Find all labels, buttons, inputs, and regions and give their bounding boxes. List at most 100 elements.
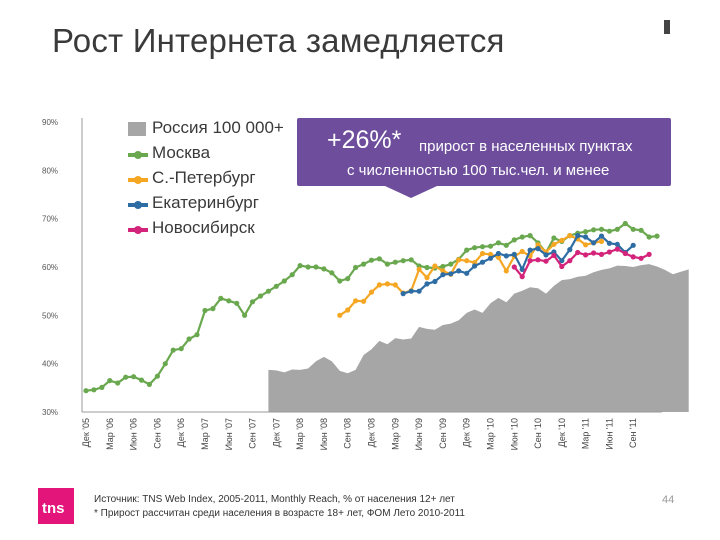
point-nsk — [646, 251, 652, 257]
point-moscow — [654, 233, 660, 239]
point-moscow — [123, 374, 129, 380]
point-moscow — [424, 264, 430, 271]
point-nsk — [598, 251, 605, 257]
x-tick-label: Дек '05 — [81, 418, 91, 447]
point-moscow — [384, 261, 390, 267]
point-ekb — [479, 259, 486, 265]
legend-dot-nsk — [134, 226, 142, 234]
point-ekb — [432, 278, 438, 285]
point-moscow — [131, 374, 137, 380]
point-moscow — [345, 276, 351, 282]
point-nsk — [614, 246, 620, 252]
point-spb — [567, 233, 573, 239]
point-moscow — [194, 332, 200, 338]
point-nsk — [535, 257, 541, 263]
point-moscow — [638, 227, 644, 233]
point-nsk — [575, 249, 581, 256]
point-moscow — [630, 226, 636, 232]
x-tick-label: Дек '10 — [557, 418, 567, 447]
point-moscow — [265, 288, 271, 294]
legend-label-moscow: Москва — [152, 143, 211, 162]
x-tick-label: Сен '08 — [343, 418, 353, 449]
point-ekb — [583, 234, 589, 240]
x-tick-label: Июн '08 — [319, 418, 329, 450]
x-tick-label: Июн '09 — [414, 418, 424, 450]
point-nsk — [543, 258, 549, 264]
x-tick-label: Дек '06 — [176, 418, 186, 447]
point-spb — [361, 298, 367, 304]
point-moscow — [408, 257, 414, 263]
point-spb — [392, 282, 398, 288]
point-spb — [559, 237, 565, 243]
source-note: Источник: TNS Web Index, 2005-2011, Mont… — [94, 494, 455, 505]
point-moscow — [313, 264, 319, 270]
x-tick-label: Мар '09 — [390, 418, 400, 450]
callout-line-1: прирост в населенных пунктах — [419, 138, 633, 155]
point-ekb — [598, 233, 605, 239]
x-tick-label: Сен '06 — [152, 418, 162, 449]
point-moscow — [249, 299, 256, 305]
point-ekb — [400, 291, 406, 297]
point-moscow — [614, 226, 620, 232]
point-moscow — [353, 264, 359, 271]
area-russia — [268, 264, 689, 412]
point-moscow — [297, 263, 303, 269]
point-moscow — [479, 244, 486, 250]
point-moscow — [583, 229, 589, 235]
point-moscow — [606, 228, 613, 234]
point-ekb — [408, 288, 414, 294]
point-moscow — [503, 242, 509, 248]
legend-swatch-russia — [128, 122, 146, 136]
point-moscow — [218, 295, 224, 301]
point-spb — [464, 258, 470, 264]
legend-label-ekb: Екатеринбург — [152, 193, 259, 212]
point-ekb — [456, 268, 462, 274]
point-ekb — [503, 253, 509, 259]
point-ekb — [527, 247, 533, 253]
x-tick-label: Сен '11 — [628, 418, 638, 448]
callout-line-2: с численностью 100 тыс.чел. и менее — [347, 162, 610, 179]
legend-dot-ekb — [134, 201, 142, 209]
point-moscow — [487, 243, 494, 249]
point-spb — [598, 238, 605, 244]
tns-logo-text: tns — [42, 500, 65, 517]
point-ekb — [464, 270, 470, 276]
point-nsk — [551, 252, 557, 258]
point-moscow — [234, 300, 240, 306]
point-ekb — [487, 255, 494, 261]
point-spb — [345, 307, 351, 313]
point-moscow — [329, 270, 335, 276]
legend-label-spb: С.-Петербург — [152, 168, 256, 187]
point-moscow — [440, 263, 446, 270]
point-moscow — [551, 235, 557, 241]
x-tick-label: Мар '10 — [486, 418, 496, 450]
corner-mark — [664, 20, 670, 34]
point-moscow — [115, 380, 121, 386]
legend-dot-moscow — [134, 151, 142, 159]
x-tick-label: Мар '08 — [295, 418, 305, 450]
point-moscow — [170, 347, 176, 353]
point-spb — [368, 289, 375, 295]
point-moscow — [91, 387, 97, 393]
x-tick-label: Июн '06 — [129, 418, 139, 450]
point-moscow — [257, 293, 264, 299]
point-moscow — [281, 278, 287, 284]
point-nsk — [511, 264, 517, 270]
legend-label-russia: Россия 100 000+ — [152, 118, 284, 137]
x-tick-label: Сен '09 — [438, 418, 448, 449]
x-tick-label: Дек '07 — [271, 418, 281, 447]
point-ekb — [559, 258, 565, 264]
point-moscow — [392, 259, 398, 265]
x-tick-label: Сен '10 — [533, 418, 543, 449]
x-tick-label: Мар '07 — [200, 418, 210, 450]
point-ekb — [424, 281, 430, 287]
point-moscow — [210, 306, 216, 312]
point-moscow — [146, 381, 152, 387]
point-moscow — [107, 378, 113, 384]
legend-dot-spb — [134, 176, 142, 184]
callout-percent: +26%* — [327, 126, 402, 154]
point-spb — [456, 257, 462, 263]
point-moscow — [202, 307, 208, 314]
point-moscow — [305, 264, 311, 270]
point-nsk — [638, 255, 644, 261]
